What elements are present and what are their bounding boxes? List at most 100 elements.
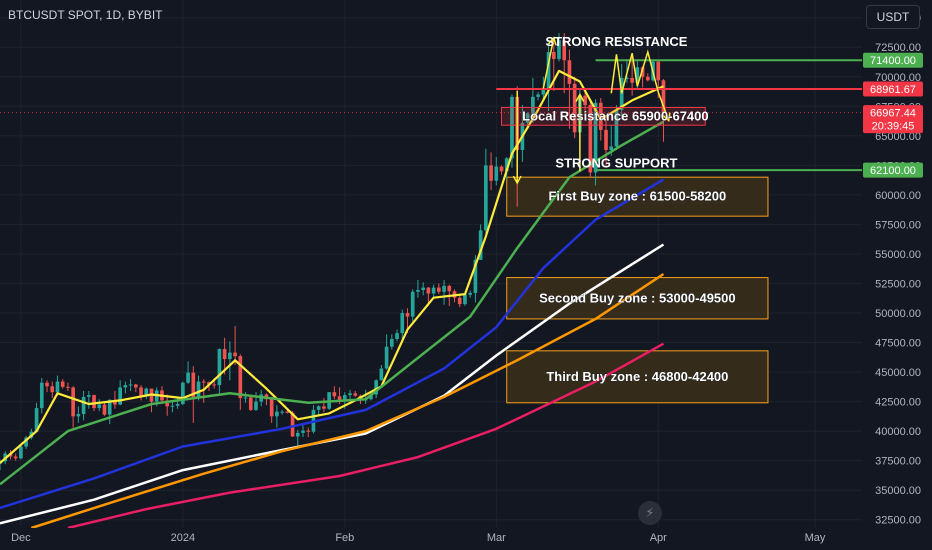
zone-label: Third Buy zone : 46800-42400 — [546, 369, 728, 384]
grid-lines — [0, 0, 862, 528]
price-tick-label: 60000.00 — [875, 190, 921, 202]
candle-body — [107, 399, 112, 415]
candle-body — [562, 40, 567, 61]
candle-body — [510, 96, 514, 159]
candle-body — [400, 313, 405, 334]
candle-body — [342, 395, 347, 402]
candle-body — [196, 381, 201, 399]
time-tick-label: 2024 — [171, 532, 195, 544]
candle-body — [275, 411, 279, 417]
candle-body — [410, 291, 415, 317]
candle-body — [71, 387, 75, 417]
arrow-line — [542, 37, 555, 89]
candle-body — [353, 393, 358, 396]
candle-body — [661, 80, 666, 113]
candle-body — [186, 372, 190, 383]
candle-body — [269, 399, 274, 417]
candle-body — [128, 384, 133, 386]
price-tag-text: 68961.67 — [870, 84, 916, 96]
time-axis[interactable]: Dec 2024 Feb Mar Apr May — [0, 528, 932, 550]
candle-body — [374, 380, 378, 395]
candle-body — [66, 386, 70, 388]
candle-body — [619, 77, 624, 110]
candle-body — [295, 432, 300, 437]
time-tick-label: Mar — [487, 532, 506, 544]
price-tick-label: 65000.00 — [875, 131, 921, 143]
candle-body — [431, 287, 436, 294]
arrow-line — [610, 49, 670, 121]
price-tick-label: 32500.00 — [875, 515, 921, 527]
buy-zone-box — [506, 176, 769, 217]
price-tick-label: 50000.00 — [875, 308, 921, 320]
candle-body — [134, 384, 138, 388]
candle-body — [504, 158, 509, 172]
candle-body — [290, 412, 295, 437]
candle-body — [92, 395, 96, 409]
candle-body — [207, 382, 211, 385]
zone-label: First Buy zone : 61500-58200 — [548, 189, 726, 204]
candle-body — [426, 287, 431, 294]
candle-body — [175, 403, 180, 406]
candle-body — [332, 392, 337, 397]
candle-body — [405, 313, 410, 317]
price-tag — [863, 105, 923, 134]
buy-zone-box — [506, 277, 769, 320]
moving-average-line — [30, 272, 665, 530]
moving-average-line — [0, 243, 665, 525]
candle-body — [421, 287, 425, 290]
time-tick-label: May — [805, 532, 826, 544]
candle-body — [630, 77, 634, 83]
candle-body — [228, 352, 232, 360]
candle-body — [525, 113, 530, 123]
moving-averages — [0, 69, 665, 530]
candle-body — [588, 105, 593, 173]
candle-body — [301, 430, 305, 433]
candle-body — [656, 61, 661, 81]
candle-body — [572, 83, 577, 133]
candle-body — [598, 102, 603, 130]
candle-body — [546, 51, 551, 89]
candle-body — [254, 401, 258, 410]
tradingview-logo-icon[interactable]: ⚡ — [638, 501, 662, 525]
price-tag-text: 71400.00 — [870, 55, 916, 67]
candle-body — [170, 405, 175, 407]
price-tick-label: 47500.00 — [875, 338, 921, 350]
candle-body — [531, 96, 535, 114]
price-tick-label: 40000.00 — [875, 426, 921, 438]
price-tick-label: 72500.00 — [875, 42, 921, 54]
candle-body — [217, 349, 222, 386]
candle-body — [484, 165, 488, 231]
candle-body — [583, 95, 587, 106]
candle-body — [118, 387, 122, 405]
candle-body — [201, 381, 206, 383]
currency-button[interactable]: USDT — [866, 5, 920, 29]
candle-body — [468, 292, 473, 295]
candle-body — [640, 67, 645, 77]
candle-body — [645, 76, 650, 81]
candle-body — [494, 166, 499, 181]
price-tick-label: 57500.00 — [875, 219, 921, 231]
arrow-head — [512, 175, 522, 185]
candle-body — [212, 384, 217, 386]
price-tick-label: 37500.00 — [875, 456, 921, 468]
time-axis-background — [0, 528, 932, 550]
candle-body — [463, 294, 467, 305]
symbol-title: BTCUSDT SPOT, 1D, BYBIT — [8, 8, 163, 22]
moving-average-line — [0, 120, 665, 486]
time-tick-label: Dec — [11, 532, 31, 544]
price-tag — [863, 81, 923, 97]
candle-body — [34, 408, 39, 432]
arrow-head — [575, 92, 585, 102]
price-tag — [863, 162, 923, 178]
candle-body — [473, 259, 478, 293]
candle-body — [45, 382, 49, 387]
price-tag — [863, 52, 923, 68]
candle-body — [322, 406, 326, 409]
candle-body — [384, 346, 389, 369]
price-tick-label: 70000.00 — [875, 72, 921, 84]
candle-body — [113, 399, 117, 405]
candle-body — [593, 102, 598, 173]
arrow-head — [548, 36, 557, 46]
